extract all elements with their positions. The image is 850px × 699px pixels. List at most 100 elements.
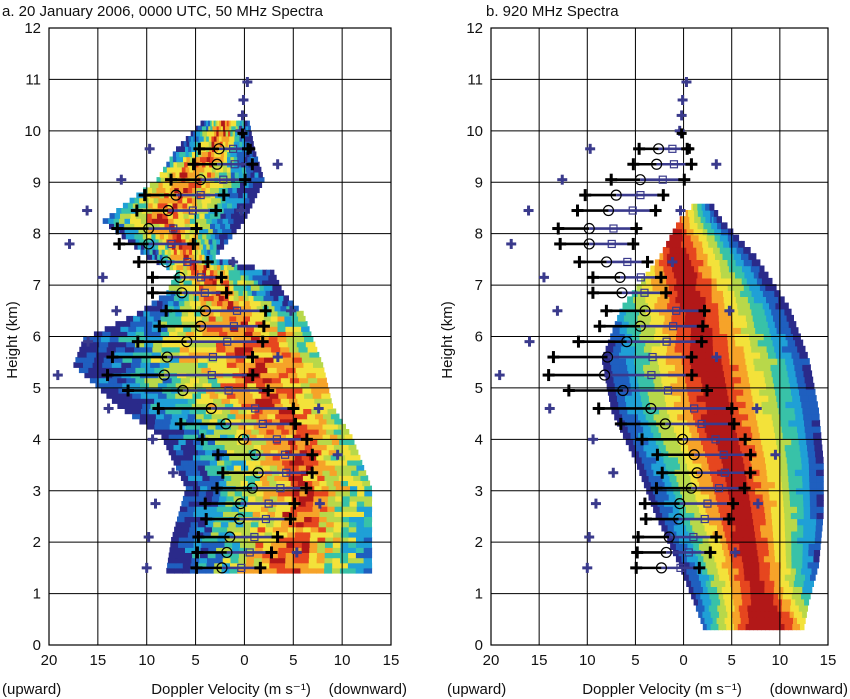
spectral-edge-plus-marker [246, 351, 259, 364]
spectra-cell [220, 367, 231, 374]
spectra-cell [229, 567, 238, 574]
spectra-cell [780, 561, 787, 569]
spectra-cell [707, 228, 711, 236]
spectra-cell [201, 125, 205, 132]
spectra-cell [733, 247, 738, 254]
spectra-cell [686, 302, 694, 310]
spectra-cell [785, 611, 791, 618]
spectra-cell [244, 300, 251, 307]
spectra-cell [664, 395, 674, 402]
spectra-cell [713, 216, 716, 223]
spectra-cell [737, 358, 747, 365]
spectra-cell [268, 506, 277, 512]
spectra-cell [620, 426, 629, 433]
spectra-cell [680, 444, 689, 452]
spectra-cell [668, 493, 676, 501]
spectra-cell [642, 401, 651, 409]
spectra-cell [637, 463, 645, 470]
spectra-cell [733, 253, 738, 260]
spectral-edge-plus-marker [544, 403, 555, 414]
spectra-cell [770, 407, 780, 415]
spectra-cell [179, 346, 190, 353]
spectra-cell [162, 336, 173, 343]
spectra-cell [219, 331, 228, 338]
spectra-cell [730, 271, 736, 279]
spectra-cell [718, 549, 725, 557]
spectra-cell [816, 463, 824, 470]
spectra-cell [198, 346, 208, 353]
spectra-cell [174, 321, 183, 327]
spectra-cell [205, 141, 210, 147]
spectra-cell [328, 485, 337, 492]
spectra-cell [304, 511, 313, 517]
spectra-cell [703, 555, 710, 563]
spectra-cell [655, 438, 664, 446]
spectra-cell [200, 120, 203, 127]
spectra-cell [788, 419, 797, 427]
spectra-cell [139, 197, 145, 204]
spectra-cell [262, 465, 271, 471]
spectra-cell [205, 408, 215, 415]
spectra-cell [724, 265, 730, 273]
spectra-cell [727, 611, 733, 618]
spectra-cell [744, 395, 753, 402]
spectra-cell [206, 300, 213, 307]
spectra-cell [221, 454, 230, 461]
spectra-cell [670, 438, 679, 446]
spectra-cell [754, 567, 760, 575]
spectra-cell [193, 130, 196, 137]
spectra-cell [746, 407, 756, 415]
spectra-cell [304, 516, 313, 523]
spectra-cell [324, 547, 334, 553]
spectra-cell [292, 490, 301, 497]
spectra-cell [697, 216, 700, 223]
spectra-cell [765, 284, 772, 291]
spectra-cell [706, 210, 709, 217]
spectra-cell [350, 449, 359, 456]
spectra-cell [119, 218, 126, 224]
spectra-cell [659, 364, 668, 372]
spectra-cell [783, 506, 791, 513]
spectra-cell [332, 537, 342, 543]
spectra-cell [729, 358, 739, 365]
spectra-cell [158, 238, 163, 245]
spectra-cell [749, 537, 757, 544]
spectra-cell [206, 244, 211, 250]
spectra-cell [200, 264, 205, 271]
spectra-cell [757, 419, 766, 427]
spectra-cell [764, 598, 770, 606]
spectra-cell [684, 537, 692, 544]
spectra-cell [189, 156, 194, 163]
spectra-cell [132, 357, 142, 363]
spectra-cell [736, 456, 744, 464]
spectra-cell [284, 465, 293, 471]
spectra-cell [183, 480, 192, 487]
spectra-cell [208, 166, 213, 173]
spectra-cell [226, 172, 232, 178]
spectra-cell [106, 346, 117, 353]
spectra-cell [269, 372, 280, 379]
spectra-cell [170, 249, 175, 255]
spectra-cell [253, 295, 260, 302]
spectra-cell [213, 310, 221, 317]
spectra-cell [279, 531, 288, 538]
spectra-cell [627, 364, 636, 372]
spectra-cell [226, 393, 236, 399]
spectra-cell [219, 480, 227, 487]
spectra-cell [618, 401, 627, 409]
spectra-cell [626, 351, 636, 359]
spectra-cell [255, 321, 264, 327]
spectra-cell [243, 413, 252, 420]
spectra-cell [162, 377, 173, 384]
spectra-cell [158, 403, 168, 409]
spectra-cell [165, 244, 170, 250]
spectra-cell [270, 269, 275, 276]
spectra-cell [704, 592, 711, 600]
spectra-cell [605, 345, 614, 353]
spectra-cell [167, 315, 175, 322]
y-tick-label: 4 [33, 431, 41, 448]
spectra-cell [610, 401, 619, 409]
spectra-cell [253, 444, 262, 451]
spectra-cell [730, 463, 738, 470]
spectra-cell [707, 253, 712, 260]
